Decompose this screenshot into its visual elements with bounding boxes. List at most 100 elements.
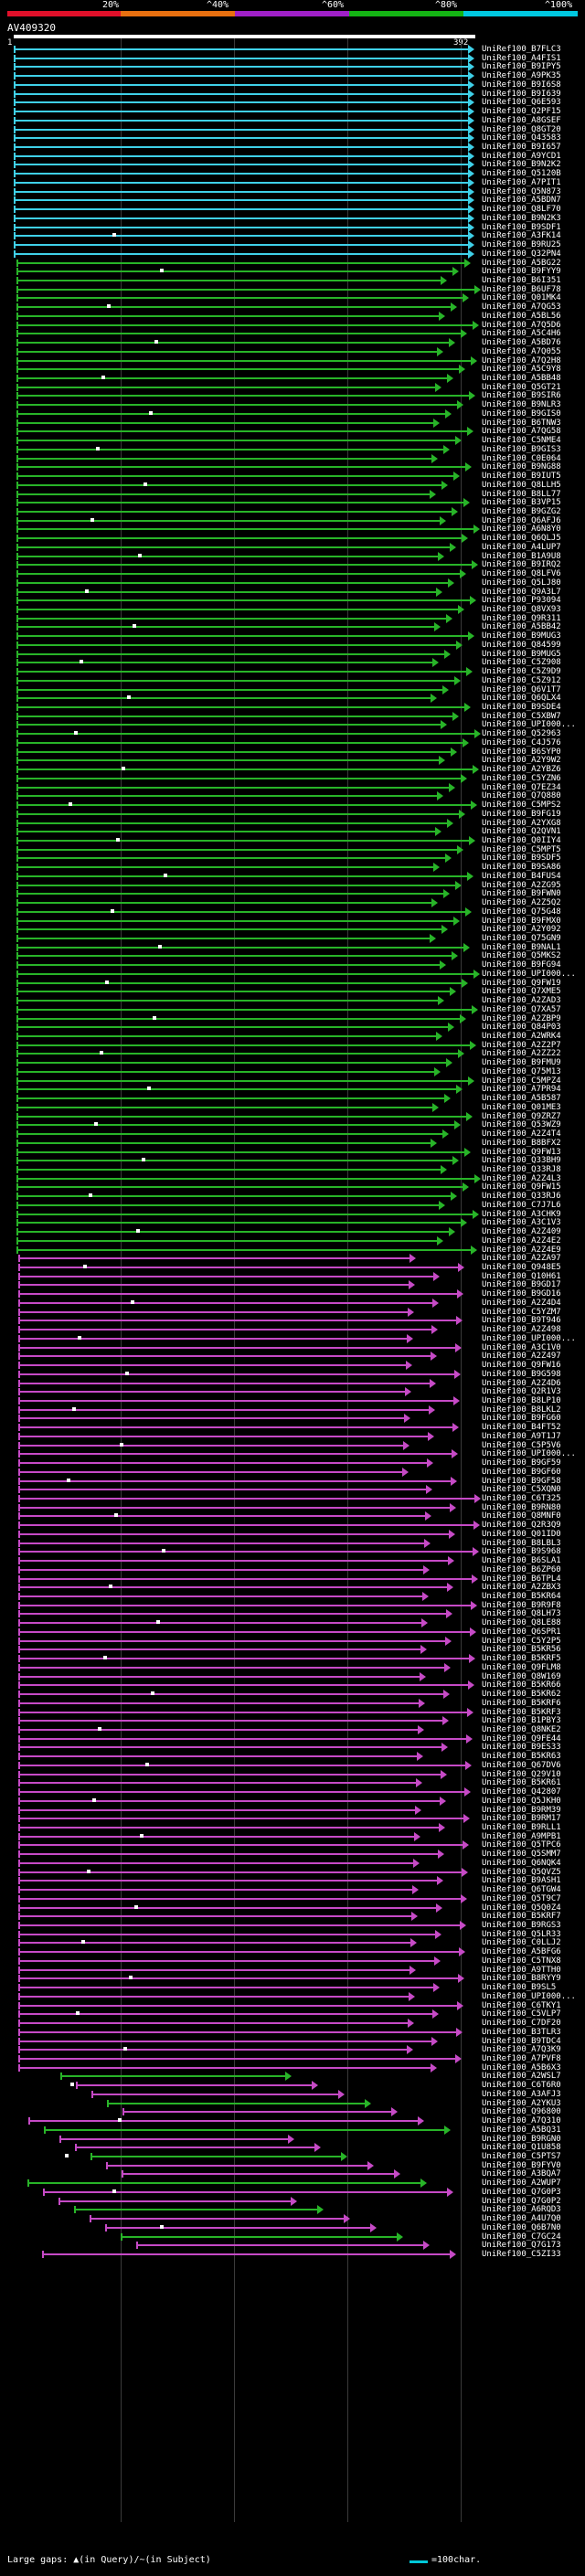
hit-row[interactable]: UniRef100_Q67DV6 — [0, 1760, 585, 1771]
hit-row[interactable]: UniRef100_A2Z409 — [0, 1226, 585, 1237]
hit-label-link[interactable]: UniRef100_Q7G0P3 — [482, 2187, 561, 2197]
hit-row[interactable]: UniRef100_A9PK35 — [0, 70, 585, 81]
hit-label-link[interactable]: UniRef100_B8LBL3 — [482, 1538, 561, 1548]
hit-label-link[interactable]: UniRef100_Q6QLX4 — [482, 694, 561, 704]
hit-row[interactable]: UniRef100_UPI000... — [0, 969, 585, 980]
hit-label-link[interactable]: UniRef100_A2Z4E9 — [482, 1245, 561, 1255]
hit-label-link[interactable]: UniRef100_B9NAL1 — [482, 942, 561, 952]
hit-row[interactable]: UniRef100_Q52963 — [0, 728, 585, 739]
hit-label-link[interactable]: UniRef100_Q7XA57 — [482, 1004, 561, 1014]
hit-row[interactable]: UniRef100_B9GZG2 — [0, 506, 585, 517]
hit-label-link[interactable]: UniRef100_Q6V1T7 — [482, 684, 561, 694]
hit-row[interactable]: UniRef100_Q32PN4 — [0, 249, 585, 260]
hit-label-link[interactable]: UniRef100_Q32PN4 — [482, 249, 561, 259]
hit-label-link[interactable]: UniRef100_B9FG94 — [482, 960, 561, 970]
hit-row[interactable]: UniRef100_Q10H61 — [0, 1271, 585, 1282]
hit-row[interactable]: UniRef100_Q42807 — [0, 1786, 585, 1797]
hit-label-link[interactable]: UniRef100_C5Z9D9 — [482, 667, 561, 677]
hit-label-link[interactable]: UniRef100_B5KR61 — [482, 1778, 561, 1788]
hit-row[interactable]: UniRef100_Q9FW15 — [0, 1182, 585, 1193]
hit-row[interactable]: UniRef100_C5ZI33 — [0, 2249, 585, 2260]
hit-row[interactable]: UniRef100_B9SDE4 — [0, 702, 585, 713]
hit-label-link[interactable]: UniRef100_Q8VX93 — [482, 604, 561, 614]
hit-label-link[interactable]: UniRef100_B6SLA1 — [482, 1556, 561, 1566]
hit-row[interactable]: UniRef100_B6SYP0 — [0, 747, 585, 758]
hit-row[interactable]: UniRef100_A2Y9W2 — [0, 755, 585, 766]
hit-row[interactable]: UniRef100_A5BDN7 — [0, 195, 585, 206]
hit-row[interactable]: UniRef100_B9FG60 — [0, 1413, 585, 1424]
hit-label-link[interactable]: UniRef100_Q5JKH0 — [482, 1796, 561, 1806]
hit-label-link[interactable]: UniRef100_C5YZM7 — [482, 1307, 561, 1317]
hit-row[interactable]: UniRef100_Q5LJ80 — [0, 578, 585, 588]
hit-row[interactable]: UniRef100_Q9FW13 — [0, 1147, 585, 1158]
hit-label-link[interactable]: UniRef100_Q6B7N0 — [482, 2222, 561, 2232]
hit-label-link[interactable]: UniRef100_B9TDC4 — [482, 2036, 561, 2046]
hit-row[interactable]: UniRef100_B9NLR3 — [0, 399, 585, 410]
hit-row[interactable]: UniRef100_A3C1V3 — [0, 1217, 585, 1228]
hit-row[interactable]: UniRef100_A7PR94 — [0, 1084, 585, 1095]
hit-label-link[interactable]: UniRef100_B9ASH1 — [482, 1876, 561, 1886]
hit-row[interactable]: UniRef100_Q6QLJ5 — [0, 533, 585, 544]
hit-label-link[interactable]: UniRef100_B8RYY9 — [482, 1974, 561, 1984]
hit-label-link[interactable]: UniRef100_Q1U858 — [482, 2143, 561, 2153]
hit-row[interactable]: UniRef100_A2WUP7 — [0, 2178, 585, 2189]
hit-label-link[interactable]: UniRef100_B7FLC3 — [482, 45, 561, 54]
hit-row[interactable]: UniRef100_B9SDF5 — [0, 853, 585, 864]
hit-label-link[interactable]: UniRef100_A7PR94 — [482, 1085, 561, 1095]
hit-label-link[interactable]: UniRef100_B9G598 — [482, 1369, 561, 1379]
hit-label-link[interactable]: UniRef100_A5BD76 — [482, 338, 561, 348]
hit-row[interactable]: UniRef100_UPI000... — [0, 1991, 585, 2002]
hit-row[interactable]: UniRef100_B9FG19 — [0, 809, 585, 820]
hit-row[interactable]: UniRef100_A3BQA7 — [0, 2168, 585, 2179]
hit-row[interactable]: UniRef100_B9RM39 — [0, 1805, 585, 1816]
hit-label-link[interactable]: UniRef100_B5KRF6 — [482, 1698, 561, 1708]
hit-row[interactable]: UniRef100_C5Z912 — [0, 675, 585, 686]
hit-label-link[interactable]: UniRef100_B6SYP0 — [482, 747, 561, 757]
hit-label-link[interactable]: UniRef100_A7Q310 — [482, 2116, 561, 2126]
hit-label-link[interactable]: UniRef100_B8LL77 — [482, 489, 561, 499]
hit-row[interactable]: UniRef100_Q8VX93 — [0, 604, 585, 615]
hit-label-link[interactable]: UniRef100_Q9FW16 — [482, 1361, 561, 1371]
hit-label-link[interactable]: UniRef100_A4FIS1 — [482, 53, 561, 63]
hit-row[interactable]: UniRef100_B9N2K2 — [0, 159, 585, 170]
hit-label-link[interactable]: UniRef100_B5KRF3 — [482, 1707, 561, 1717]
hit-label-link[interactable]: UniRef100_Q52963 — [482, 729, 561, 739]
hit-row[interactable]: UniRef100_UPI000... — [0, 1448, 585, 1459]
hit-label-link[interactable]: UniRef100_Q8LFV6 — [482, 569, 561, 579]
hit-row[interactable]: UniRef100_C5Z908 — [0, 657, 585, 668]
hit-row[interactable]: UniRef100_B9N2K3 — [0, 213, 585, 224]
hit-label-link[interactable]: UniRef100_Q01MK4 — [482, 293, 561, 303]
hit-row[interactable]: UniRef100_Q5QVZ5 — [0, 1867, 585, 1878]
hit-label-link[interactable]: UniRef100_Q42807 — [482, 1787, 561, 1797]
hit-label-link[interactable]: UniRef100_C6T6R0 — [482, 2081, 561, 2091]
hit-label-link[interactable]: UniRef100_C7DF20 — [482, 2019, 561, 2029]
hit-label-link[interactable]: UniRef100_B9FG19 — [482, 809, 561, 819]
hit-label-link[interactable]: UniRef100_Q7EZ34 — [482, 782, 561, 792]
hit-label-link[interactable]: UniRef100_UPI000... — [482, 1991, 576, 2001]
hit-row[interactable]: UniRef100_Q6TGW4 — [0, 1884, 585, 1895]
hit-label-link[interactable]: UniRef100_A2Z4E2 — [482, 1235, 561, 1246]
hit-row[interactable]: UniRef100_A4U7Q0 — [0, 2213, 585, 2224]
hit-row[interactable]: UniRef100_B9FYV0 — [0, 2160, 585, 2171]
hit-label-link[interactable]: UniRef100_Q2R3Q9 — [482, 1521, 561, 1531]
hit-row[interactable]: UniRef100_C5MPZ4 — [0, 1076, 585, 1087]
hit-row[interactable]: UniRef100_Q5MKS2 — [0, 950, 585, 961]
hit-row[interactable]: UniRef100_Q84P03 — [0, 1022, 585, 1033]
hit-label-link[interactable]: UniRef100_C5MPS2 — [482, 800, 561, 811]
hit-label-link[interactable]: UniRef100_A5BFG6 — [482, 1947, 561, 1957]
hit-row[interactable]: UniRef100_A7QG53 — [0, 302, 585, 313]
hit-label-link[interactable]: UniRef100_C7GC24 — [482, 2231, 561, 2242]
hit-row[interactable]: UniRef100_Q7Q880 — [0, 790, 585, 801]
hit-label-link[interactable]: UniRef100_B8BFX2 — [482, 1138, 561, 1148]
hit-row[interactable]: UniRef100_C5XQN0 — [0, 1484, 585, 1495]
hit-row[interactable]: UniRef100_A2Z4D6 — [0, 1378, 585, 1389]
hit-label-link[interactable]: UniRef100_A5BDN7 — [482, 196, 561, 206]
hit-label-link[interactable]: UniRef100_A7PIT1 — [482, 177, 561, 187]
hit-row[interactable]: UniRef100_Q9FE44 — [0, 1733, 585, 1744]
hit-label-link[interactable]: UniRef100_Q5LJ80 — [482, 578, 561, 588]
hit-row[interactable]: UniRef100_Q9FW19 — [0, 978, 585, 989]
hit-label-link[interactable]: UniRef100_B9RM39 — [482, 1805, 561, 1815]
hit-label-link[interactable]: UniRef100_C5YZN6 — [482, 773, 561, 783]
hit-row[interactable]: UniRef100_Q5Q0Z4 — [0, 1903, 585, 1913]
hit-label-link[interactable]: UniRef100_Q5QVZ5 — [482, 1867, 561, 1877]
